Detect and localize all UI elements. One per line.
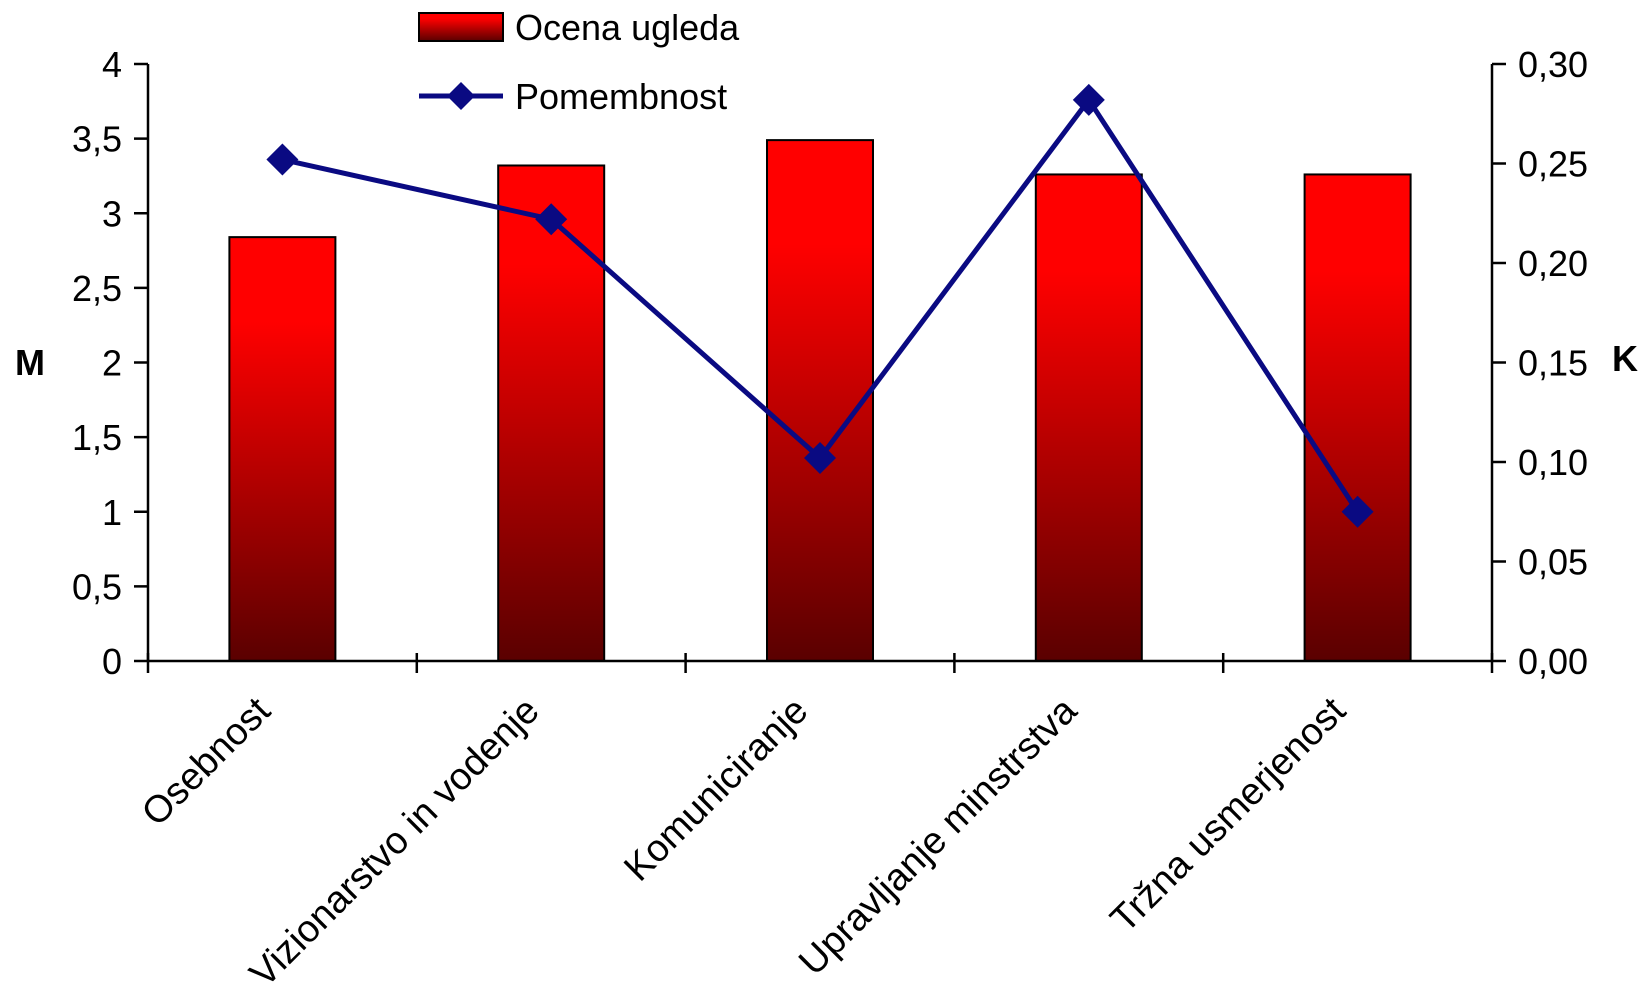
legend-swatch-marker	[447, 82, 475, 110]
right-tick-label: 0,20	[1518, 243, 1588, 284]
bar-1	[228, 236, 337, 662]
right-axis-title: K	[1612, 338, 1638, 379]
category-label: Tržna usmerjenost	[1103, 689, 1355, 941]
line-series-group	[266, 83, 1374, 528]
line-point-4	[1072, 83, 1105, 116]
right-tick-label: 0,05	[1518, 542, 1588, 583]
legend-label-bars: Ocena ugleda	[515, 7, 740, 48]
left-tick-label: 2	[102, 343, 122, 384]
line-point-5	[1341, 495, 1374, 528]
left-tick-label: 0	[102, 641, 122, 682]
line-point-3	[804, 442, 836, 475]
left-axis-title: M	[15, 342, 45, 383]
legend-swatch-bars	[418, 12, 504, 42]
category-label: Osebnost	[134, 689, 279, 834]
bar-4	[1034, 173, 1143, 662]
right-tick-label: 0,25	[1518, 144, 1588, 185]
line-point-1	[266, 143, 299, 176]
left-tick-label: 0,5	[72, 566, 122, 607]
left-tick-label: 1,5	[72, 417, 122, 458]
line-point-2	[535, 203, 568, 236]
legend: Ocena ugleda Pomembnost	[418, 7, 740, 117]
left-tick-label: 3	[102, 193, 122, 234]
category-label: Komuniciranje	[616, 690, 816, 890]
right-tick-label: 0,10	[1518, 442, 1588, 483]
left-tick-label: 2,5	[72, 268, 122, 309]
category-label: Vizionarstvo in vodenje	[242, 690, 548, 996]
category-label: Upravljanje minstrstva	[791, 689, 1086, 984]
right-tick-label: 0,30	[1518, 44, 1588, 85]
right-tick-label: 0,00	[1518, 641, 1588, 682]
legend-label-line: Pomembnost	[515, 76, 727, 117]
bar-series-group	[228, 139, 1412, 663]
bar-5	[1303, 173, 1412, 662]
bar-2	[497, 164, 606, 663]
right-tick-label: 0,15	[1518, 343, 1588, 384]
left-tick-label: 3,5	[72, 119, 122, 160]
left-tick-label: 4	[102, 44, 122, 85]
bar-3	[766, 139, 874, 662]
left-tick-label: 1	[102, 492, 122, 533]
